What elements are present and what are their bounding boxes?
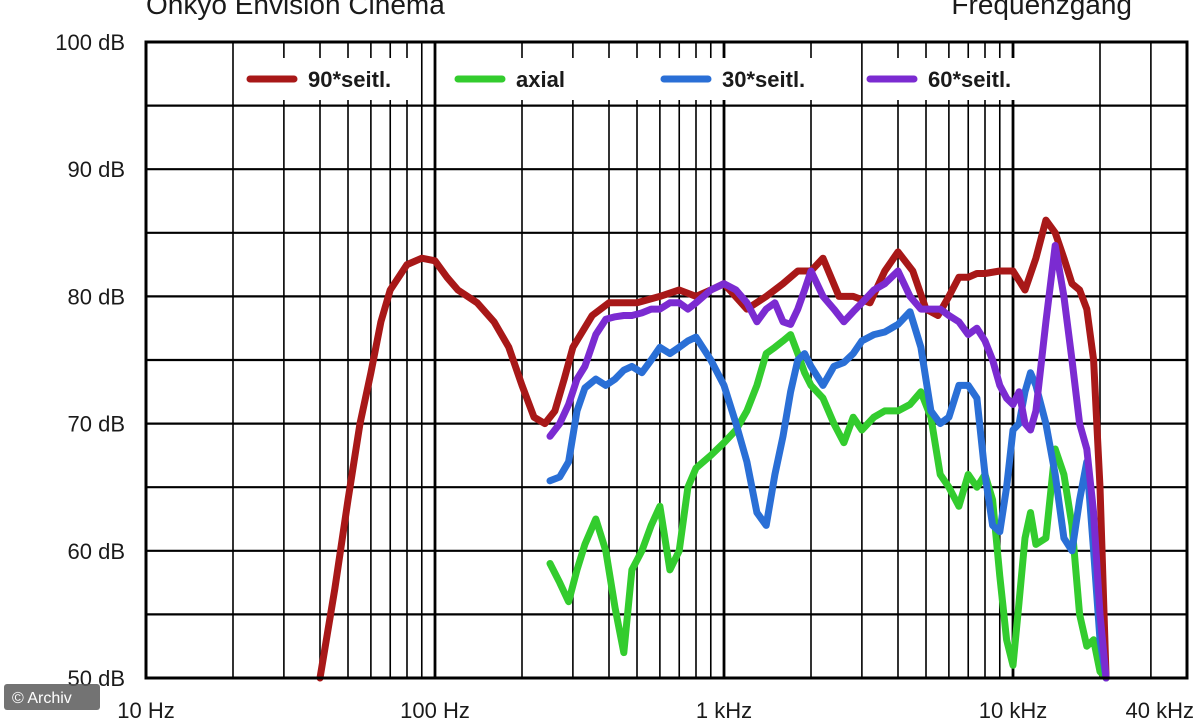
x-tick-label: 10 kHz bbox=[979, 698, 1047, 720]
chart-subtitle: Frequenzgang bbox=[951, 0, 1132, 20]
x-axis-ticks: 10 Hz 100 Hz 1 kHz 10 kHz 40 kHz bbox=[117, 698, 1194, 720]
series-line-3 bbox=[546, 242, 1110, 682]
credit-badge: © Archiv bbox=[4, 684, 100, 710]
y-tick-label: 100 dB bbox=[55, 30, 125, 55]
legend-label: axial bbox=[516, 67, 565, 92]
y-tick-label: 80 dB bbox=[68, 284, 126, 309]
x-tick-label: 1 kHz bbox=[696, 698, 752, 720]
legend-label: 90*seitl. bbox=[308, 67, 391, 92]
y-tick-label: 70 dB bbox=[68, 412, 126, 437]
legend: 90*seitl. axial 30*seitl. 60*seitl. bbox=[244, 58, 1060, 100]
series-line-2 bbox=[546, 308, 1110, 682]
x-tick-label: 40 kHz bbox=[1126, 698, 1194, 720]
legend-label: 30*seitl. bbox=[722, 67, 805, 92]
y-tick-label: 90 dB bbox=[68, 157, 126, 182]
x-tick-label: 10 Hz bbox=[117, 698, 174, 720]
series-layer bbox=[316, 216, 1110, 682]
series-line-0 bbox=[316, 216, 1110, 682]
chart-title: Onkyo Envision Cinema bbox=[146, 0, 445, 20]
x-tick-label: 100 Hz bbox=[400, 698, 470, 720]
plot-frame bbox=[144, 40, 1189, 680]
credit-text: © Archiv bbox=[12, 690, 72, 707]
y-tick-label: 60 dB bbox=[68, 539, 126, 564]
legend-label: 60*seitl. bbox=[928, 67, 1011, 92]
series-line-1 bbox=[546, 331, 1110, 682]
